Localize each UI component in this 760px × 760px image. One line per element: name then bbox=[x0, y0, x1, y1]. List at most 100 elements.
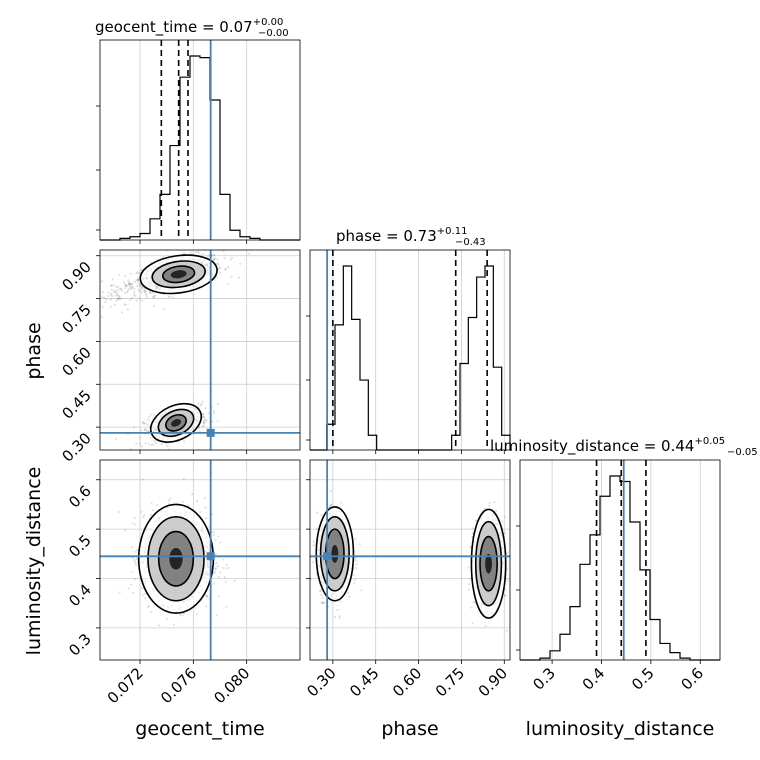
contour-level bbox=[169, 547, 183, 570]
sample-point bbox=[237, 276, 241, 279]
sample-point bbox=[140, 299, 143, 302]
sample-point bbox=[144, 422, 147, 425]
sample-point bbox=[115, 285, 118, 288]
sample-point bbox=[143, 592, 147, 595]
y-tick-label: 0.45 bbox=[58, 386, 94, 422]
sample-point bbox=[227, 283, 230, 286]
sample-point bbox=[318, 590, 322, 593]
sample-point bbox=[355, 560, 358, 563]
sample-point bbox=[201, 412, 204, 415]
sample-point bbox=[138, 285, 141, 288]
sample-point bbox=[131, 296, 134, 300]
sample-point bbox=[181, 614, 184, 617]
y-tick-label: 0.3 bbox=[65, 630, 95, 660]
sample-point bbox=[134, 295, 137, 298]
sample-point bbox=[101, 306, 104, 309]
y-tick-label: 0.75 bbox=[58, 301, 94, 337]
sample-point bbox=[217, 575, 220, 578]
sample-point bbox=[114, 291, 117, 294]
sample-point bbox=[321, 601, 324, 605]
sample-point bbox=[212, 253, 215, 256]
sample-point bbox=[219, 571, 222, 574]
sample-point bbox=[134, 578, 137, 581]
contour-level bbox=[170, 270, 187, 279]
sample-point bbox=[157, 624, 161, 627]
sample-point bbox=[142, 515, 145, 519]
sample-point bbox=[225, 605, 228, 608]
sample-point bbox=[141, 478, 145, 481]
sample-point bbox=[223, 257, 226, 260]
sample-point bbox=[354, 556, 357, 559]
sample-point bbox=[197, 426, 201, 429]
sample-point bbox=[130, 571, 133, 574]
sample-point bbox=[230, 275, 233, 278]
sample-point bbox=[213, 259, 216, 262]
title-phase: phase = 0.73+0.11 bbox=[336, 226, 467, 245]
sample-point bbox=[505, 551, 509, 554]
sample-point bbox=[152, 296, 155, 299]
sample-point bbox=[136, 278, 140, 281]
sample-point bbox=[143, 514, 146, 517]
sample-point bbox=[131, 522, 134, 525]
sample-point bbox=[221, 566, 224, 570]
sample-point bbox=[213, 257, 217, 260]
sample-point bbox=[133, 293, 136, 296]
xlabel-phase: phase bbox=[381, 718, 438, 740]
sample-point bbox=[488, 501, 491, 504]
sample-point bbox=[352, 574, 355, 577]
sample-point bbox=[110, 288, 114, 291]
sample-point bbox=[200, 402, 203, 406]
sample-point bbox=[118, 591, 121, 594]
sample-point bbox=[146, 606, 150, 609]
histogram-step bbox=[310, 265, 511, 451]
sample-point bbox=[125, 291, 129, 294]
title-phase-minus: −0.43 bbox=[455, 237, 486, 248]
sample-point bbox=[212, 531, 215, 534]
sample-point bbox=[116, 297, 119, 301]
sample-point bbox=[320, 601, 323, 604]
sample-point bbox=[355, 563, 358, 566]
sample-point bbox=[117, 285, 120, 289]
y-tick-label: 0.6 bbox=[65, 482, 95, 512]
sample-point bbox=[353, 558, 357, 562]
sample-point bbox=[145, 293, 148, 297]
sample-point bbox=[128, 283, 131, 286]
sample-point bbox=[230, 256, 234, 260]
sample-point bbox=[311, 561, 314, 564]
sample-point bbox=[124, 303, 128, 306]
sample-point bbox=[217, 595, 220, 598]
sample-point bbox=[247, 252, 250, 255]
sample-point bbox=[136, 549, 139, 552]
y-tick-label: 0.4 bbox=[65, 581, 95, 611]
panel-frame bbox=[309, 459, 511, 661]
sample-point bbox=[216, 262, 219, 265]
sample-point bbox=[360, 589, 363, 592]
sample-point bbox=[144, 290, 147, 293]
sample-point bbox=[212, 581, 215, 584]
contour-level bbox=[485, 553, 493, 574]
sample-point bbox=[354, 538, 357, 541]
sample-point bbox=[150, 502, 153, 505]
sample-point bbox=[97, 280, 99, 282]
sample-point bbox=[194, 251, 197, 254]
sample-point bbox=[320, 593, 323, 596]
sample-point bbox=[146, 295, 149, 298]
sample-point bbox=[97, 323, 99, 325]
sample-point bbox=[182, 478, 185, 481]
sample-point bbox=[333, 615, 337, 619]
sample-point bbox=[471, 527, 474, 530]
y-tick-label: 0.60 bbox=[58, 344, 94, 380]
sample-point bbox=[469, 577, 472, 580]
sample-point bbox=[120, 287, 123, 290]
sample-point bbox=[214, 538, 217, 542]
sample-point bbox=[467, 566, 470, 569]
panel-frame bbox=[99, 249, 301, 451]
sample-point bbox=[139, 436, 142, 439]
sample-point bbox=[150, 443, 153, 447]
sample-point bbox=[110, 292, 113, 295]
sample-point bbox=[144, 292, 147, 295]
sample-point bbox=[358, 543, 361, 546]
sample-point bbox=[152, 295, 155, 299]
sample-point bbox=[160, 442, 163, 445]
sample-point bbox=[100, 315, 103, 318]
